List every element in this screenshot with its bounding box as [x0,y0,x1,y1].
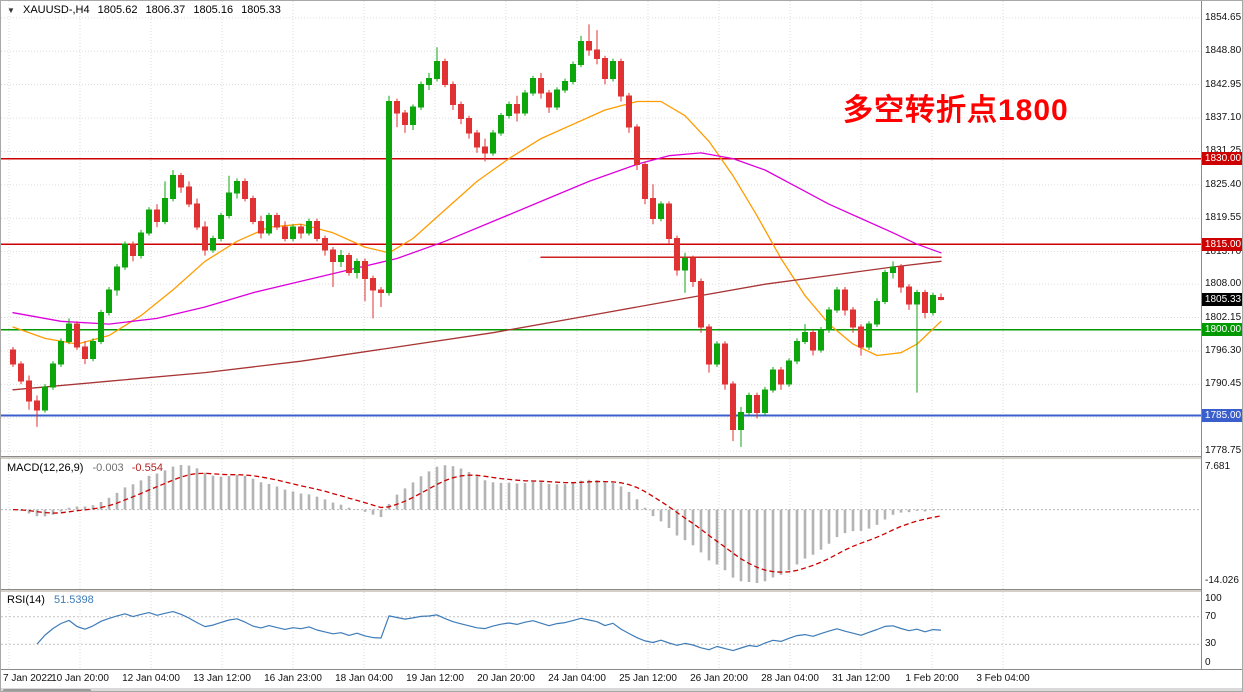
price-axis-label: 1790.45 [1205,378,1242,390]
window-scrollbar[interactable] [1,688,1242,691]
macd-main-value: -0.003 [92,462,124,474]
rsi-indicator-label: RSI(14) 51.5398 [7,594,94,606]
time-axis-label: 25 Jan 12:00 [619,673,677,684]
macd-panel-canvas[interactable] [1,459,1243,589]
collapse-arrow-icon[interactable]: ▼ [7,6,15,15]
macd-signal-value: -0.554 [131,462,163,474]
rsi-value: 51.5398 [53,594,94,606]
current-price-badge: 1805.33 [1202,292,1242,306]
price-axis-label: 1796.30 [1205,344,1242,356]
price-axis-label: 1813.70 [1205,245,1242,257]
price-axis-label: 1778.75 [1205,445,1242,457]
time-axis-label: 31 Jan 12:00 [832,673,890,684]
macd-axis-max-label: 7.681 [1205,461,1231,472]
time-axis[interactable]: 7 Jan 2022 10 Jan 20:00 12 Jan 04:00 13 Jan… [1,669,1242,688]
time-axis-label: 26 Jan 20:00 [690,673,748,684]
main-grid [1,1,1201,456]
time-axis-label: 3 Feb 04:00 [976,673,1030,684]
rsi-axis-label: 0 [1205,657,1211,668]
chart-ohlc-header: ▼ XAUUSD-,H4 1805.62 1806.37 1805.16 180… [7,4,286,16]
panel-separator[interactable] [1,456,1242,459]
time-axis-label: 1 Feb 20:00 [905,673,959,684]
macd-name: MACD(12,26,9) [7,462,84,474]
price-axis[interactable]: 1854.65 1848.80 1842.95 1837.10 1831.25 1825.… [1201,1,1242,669]
rsi-axis-label: 100 [1205,593,1222,604]
close-value: 1805.33 [241,4,281,16]
chart-text-annotation[interactable]: 多空转折点1800 [843,94,1069,127]
time-axis-label: 19 Jan 12:00 [406,673,464,684]
symbol-period-label: XAUUSD-,H4 [22,4,90,16]
time-axis-label: 12 Jan 04:00 [122,673,180,684]
rsi-line [36,611,942,652]
macd-histogram [19,465,943,583]
time-axis-label: 13 Jan 12:00 [193,673,251,684]
price-axis-label: 1842.95 [1205,78,1242,90]
rsi-panel-canvas[interactable] [1,592,1243,669]
price-axis-label: 1837.10 [1205,112,1242,124]
time-axis-label: 16 Jan 23:00 [264,673,322,684]
macd-grid [1,459,1201,589]
horizontal-level-lines [1,157,1201,417]
price-axis-label: 1802.15 [1205,311,1242,323]
time-axis-label: 10 Jan 20:00 [51,673,109,684]
ma-mid-line[interactable] [12,152,942,325]
macd-indicator-label: MACD(12,26,9) -0.003 -0.554 [7,462,163,474]
scrollbar-thumb[interactable] [3,689,91,691]
price-level-badge: 1830.00 [1202,152,1242,166]
time-axis-label: 28 Jan 04:00 [761,673,819,684]
rsi-axis-label: 70 [1205,611,1217,622]
macd-axis-min-label: -14.026 [1205,575,1239,586]
ma-fast-line[interactable] [12,100,942,357]
open-value: 1805.62 [97,4,138,16]
high-value: 1806.37 [145,4,186,16]
ma-slow-line[interactable] [12,260,942,391]
rsi-axis-label: 30 [1205,638,1217,649]
panel-separator[interactable] [1,589,1242,592]
rsi-name: RSI(14) [7,594,45,606]
price-level-badge: 1800.00 [1202,323,1242,337]
time-axis-label: 24 Jan 04:00 [548,673,606,684]
price-axis-label: 1825.40 [1205,178,1242,190]
price-level-badge: 1815.00 [1202,237,1242,251]
price-axis-label: 1854.65 [1205,11,1242,23]
price-axis-label: 1848.80 [1205,45,1242,57]
macd-signal-line [12,472,942,573]
time-axis-label: 20 Jan 20:00 [477,673,535,684]
price-level-badge: 1785.00 [1202,408,1242,422]
price-axis-label: 1831.25 [1205,145,1242,157]
candles [10,24,944,447]
price-axis-label: 1808.00 [1205,278,1242,290]
time-axis-label: 18 Jan 04:00 [335,673,393,684]
main-chart-canvas[interactable] [1,1,1243,456]
rsi-grid [1,592,1201,669]
price-axis-label: 1819.55 [1205,212,1242,224]
time-axis-label: 7 Jan 2022 [3,673,53,684]
low-value: 1805.16 [193,4,234,16]
